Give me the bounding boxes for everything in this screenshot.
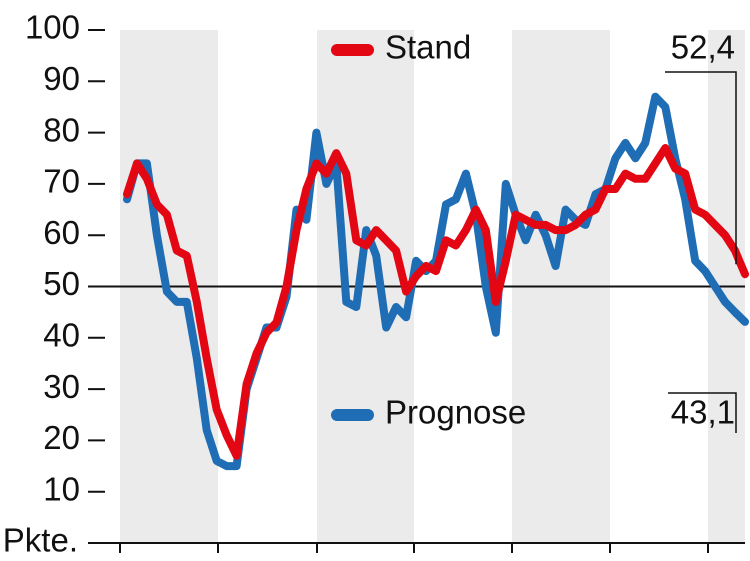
y-tick-label: 30 (43, 368, 80, 405)
legend-label: Prognose (385, 394, 526, 431)
y-tick-label: 100 (25, 9, 80, 46)
legend-label: Stand (385, 29, 471, 66)
y-tick-label: 90 (43, 60, 80, 97)
y-tick-label: 50 (43, 265, 80, 302)
y-tick-label: 20 (43, 419, 80, 456)
annotation-label: 43,1 (671, 394, 735, 431)
series-line (123, 144, 749, 460)
y-tick-label: 80 (43, 111, 80, 148)
annotation-leader (668, 392, 737, 433)
y-tick-label: 40 (43, 317, 80, 354)
annotation-label: 52,4 (671, 29, 735, 66)
y-tick-label: 70 (43, 163, 80, 200)
y-tick-label: Pkte. (3, 522, 78, 559)
y-tick-label: 60 (43, 214, 80, 251)
y-tick-label: 10 (43, 470, 80, 507)
annotation-leader (665, 71, 737, 265)
